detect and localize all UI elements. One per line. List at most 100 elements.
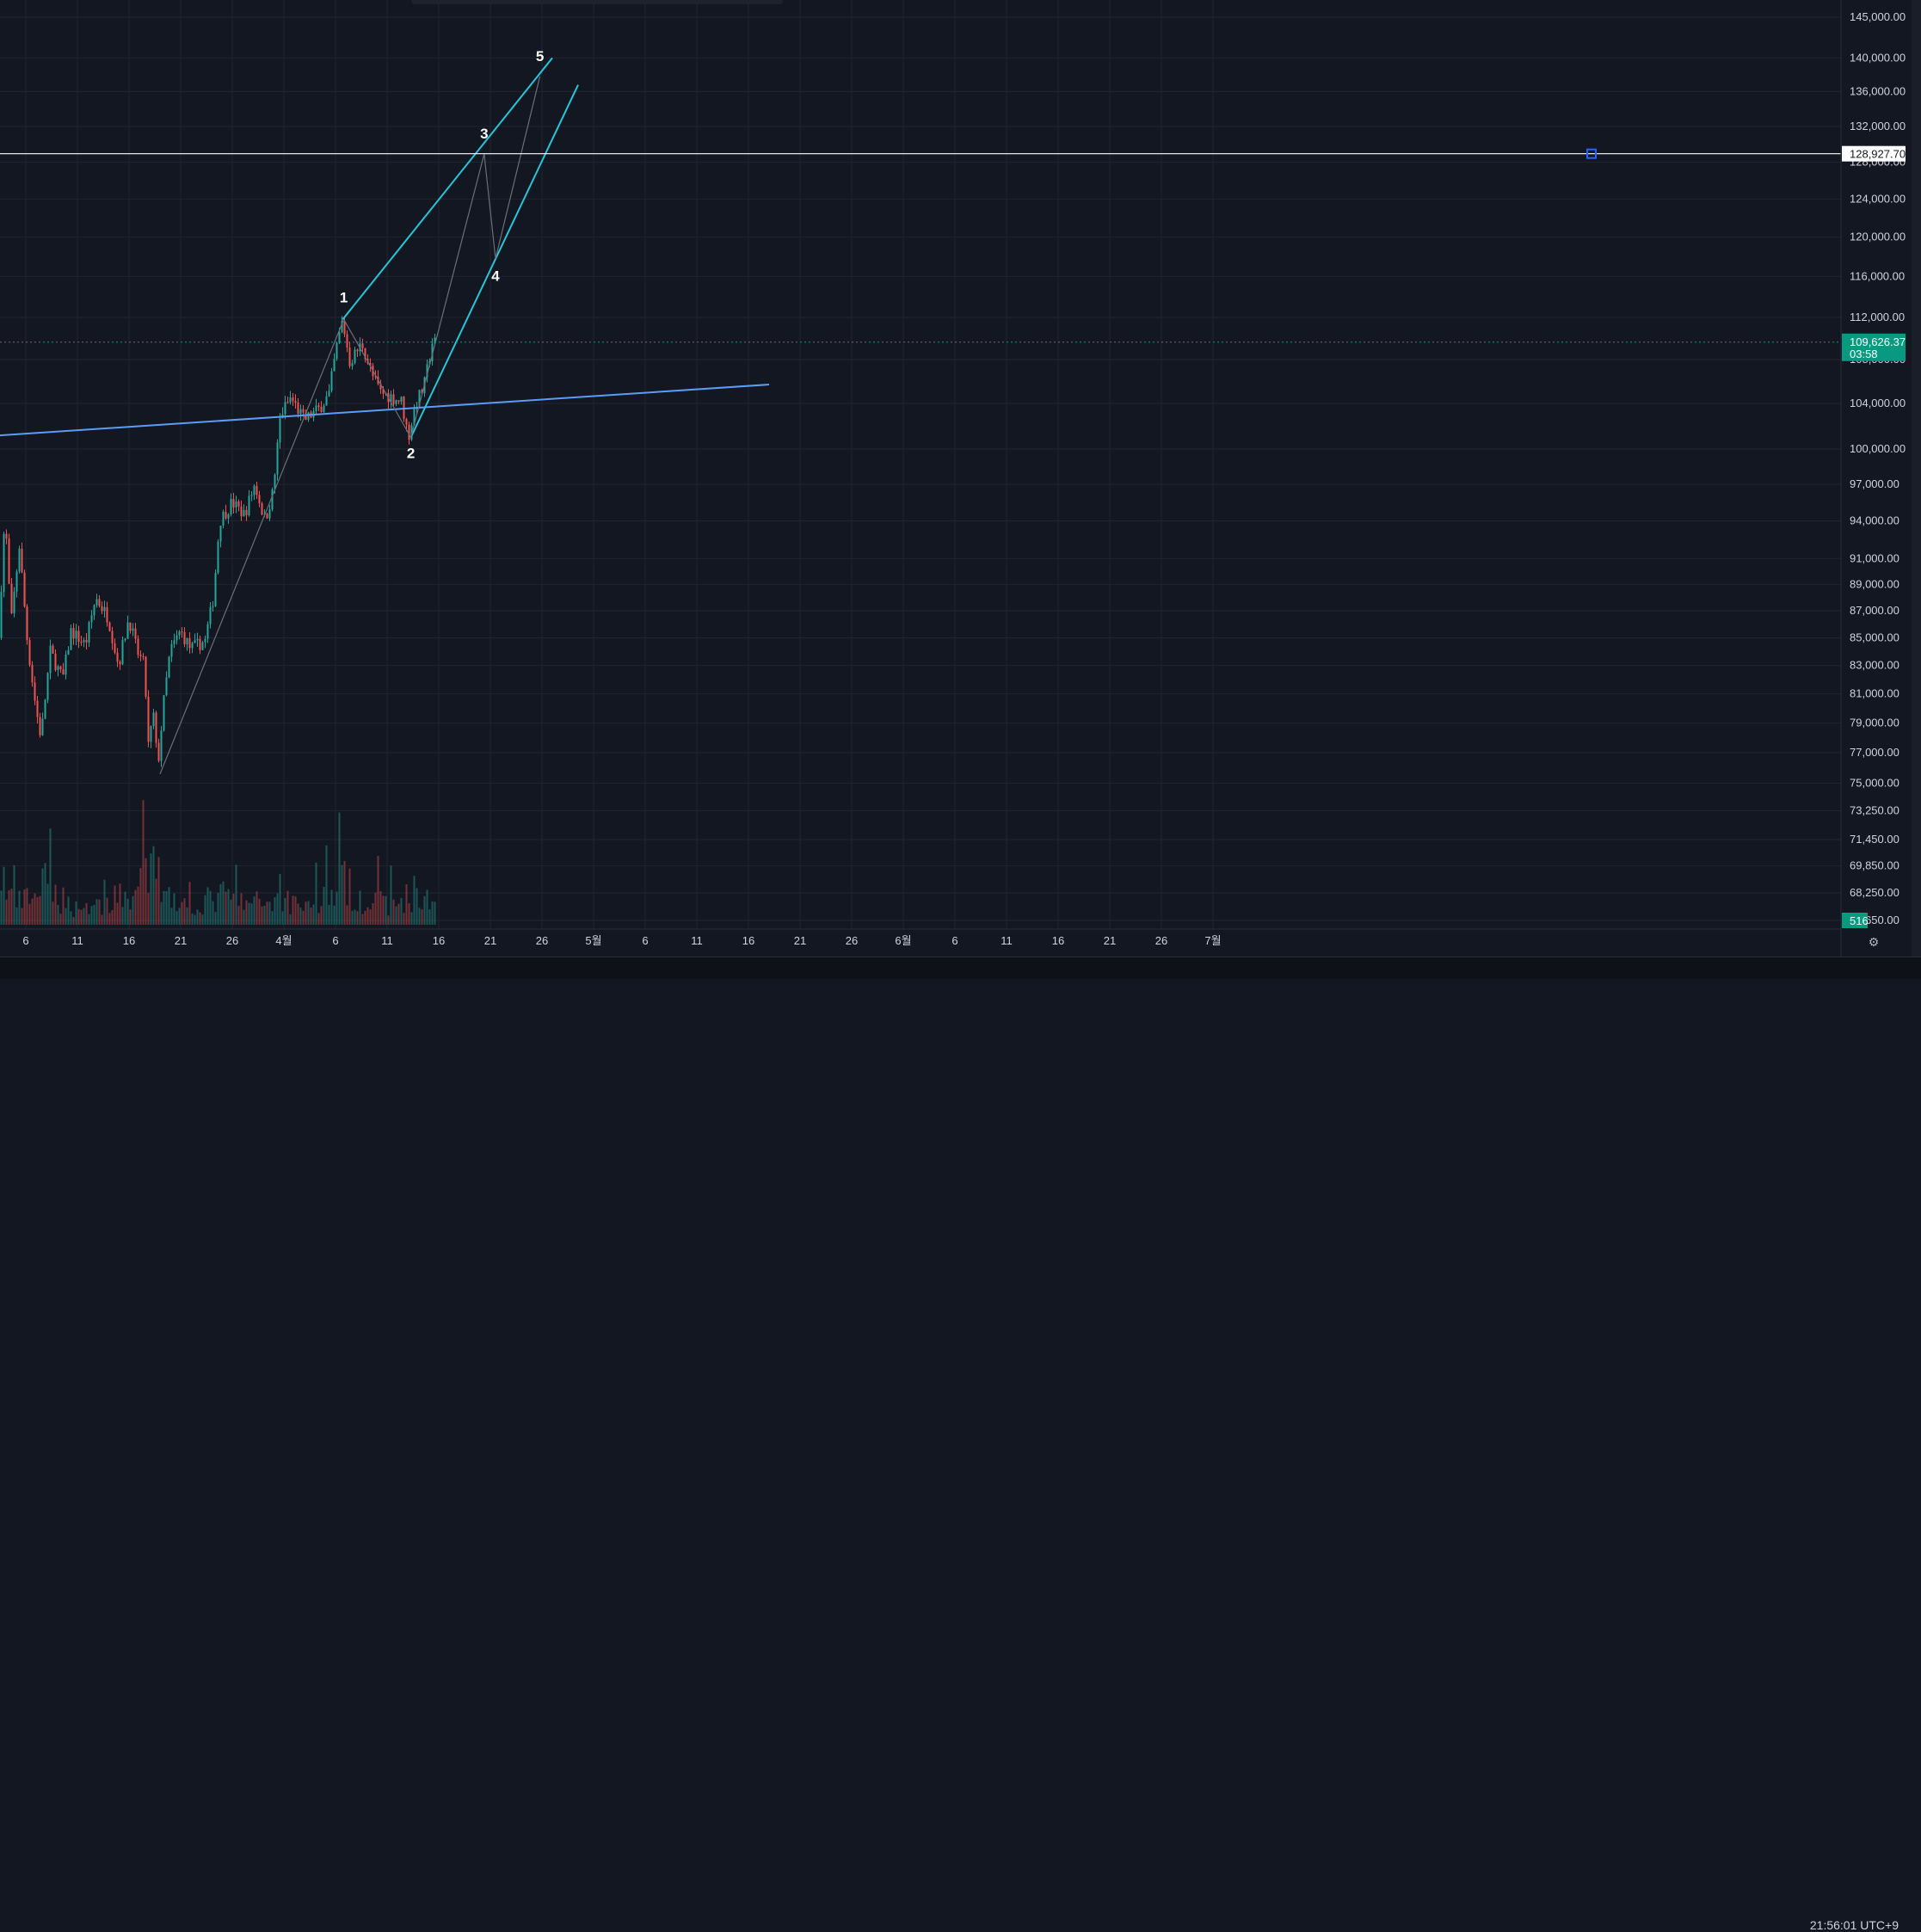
candle-body [243, 509, 245, 517]
candle-body [18, 548, 21, 572]
volume-bar [206, 887, 209, 925]
volume-bar [39, 895, 41, 925]
candle-body [106, 606, 108, 623]
candle-body [413, 409, 416, 426]
volume-bar [297, 903, 299, 925]
volume-bar [390, 865, 392, 925]
price-tick-label: 100,000.00 [1850, 442, 1906, 455]
candle-body [338, 332, 341, 343]
time-tick-label: 21 [175, 934, 187, 947]
volume-bar [137, 886, 139, 925]
time-axis[interactable]: 6 11 16 21 26 4월 6 11 16 21 26 5월 6 11 16 21 26 6월 6 11 16 21… [0, 928, 1841, 947]
volume-bar [59, 914, 62, 925]
wave-segment[interactable] [159, 319, 345, 775]
candle-body [72, 628, 75, 639]
candle-body [26, 606, 28, 641]
volume-bar [75, 901, 77, 925]
volume-bar [379, 891, 382, 925]
candle-body [379, 384, 382, 390]
volume-tag [1842, 913, 1868, 928]
volume-bar [222, 881, 225, 925]
candle-body [77, 631, 80, 643]
wave-segment[interactable] [410, 153, 485, 438]
candle-body [292, 397, 294, 402]
candle-body [134, 628, 137, 639]
volume-bar [426, 889, 428, 925]
horizontal-line-handle[interactable] [1586, 148, 1597, 159]
price-scale-handle[interactable] [1912, 0, 1921, 957]
candle-body [294, 401, 297, 403]
volume-bar [330, 889, 333, 925]
price-axis[interactable]: 145,000.00 140,000.00 136,000.00 132,000.00… [1840, 0, 1921, 957]
trendline-channel-upper[interactable] [342, 57, 553, 320]
price-tick-label: 136,000.00 [1850, 85, 1906, 98]
candlestick-series [0, 316, 436, 767]
candle-body [95, 599, 98, 606]
volume-bar [307, 901, 310, 925]
trendline-channel-lower[interactable] [409, 84, 579, 438]
candle-body [183, 631, 186, 645]
volume-bar [351, 910, 354, 925]
volume-bar [186, 907, 188, 925]
candle-body [175, 635, 178, 641]
candle-body [217, 541, 219, 574]
wave-segment[interactable] [483, 153, 496, 259]
volume-bar [423, 895, 426, 925]
horizontal-line-price-label: 128,927.70 [1850, 148, 1906, 161]
price-tick-label: 85,000.00 [1850, 631, 1899, 643]
price-tick-label: 73,250.00 [1850, 803, 1899, 816]
volume-bar [183, 898, 186, 925]
volume-bar [258, 898, 261, 925]
candle-body [364, 348, 366, 360]
candle-body [101, 606, 103, 612]
volume-bar [142, 800, 145, 925]
candle-body [418, 390, 421, 407]
candle-body [23, 572, 26, 607]
candle-body [284, 402, 286, 415]
volume-bar [413, 876, 416, 925]
volume-label: 516 [1850, 914, 1869, 927]
volume-bar [5, 899, 8, 925]
volume-bar [323, 887, 325, 925]
candle-body [147, 696, 150, 742]
volume-bar [385, 895, 387, 925]
time-tick-label: 21 [1104, 934, 1116, 947]
volume-bar [219, 883, 222, 925]
chart-drawings[interactable]: 1 2 3 4 5 [0, 48, 1841, 775]
price-tick-label: 91,000.00 [1850, 551, 1899, 564]
candle-body [209, 606, 212, 625]
price-chart[interactable]: 1 2 3 4 5 145,000.00 140,000.00 136,000.00 132,… [0, 0, 1921, 957]
candle-body [152, 712, 155, 727]
candle-body [5, 533, 8, 539]
candle-body [346, 334, 348, 348]
volume-bar [173, 893, 175, 925]
volume-bar [243, 909, 245, 925]
time-tick-label: 16 [123, 934, 135, 947]
candle-body [235, 501, 237, 508]
candle-body [157, 742, 160, 761]
candle-body [361, 343, 364, 348]
wave-segment[interactable] [343, 318, 412, 438]
volume-bar [271, 911, 274, 925]
wave-label-3: 3 [480, 126, 488, 142]
candle-body [57, 666, 59, 671]
candle-body [212, 606, 214, 607]
volume-bar [26, 888, 28, 925]
trendline-support[interactable] [0, 384, 770, 449]
volume-bar [374, 892, 377, 925]
volume-bar [261, 906, 263, 925]
price-tick-label: 145,000.00 [1850, 10, 1906, 23]
candle-body [302, 409, 305, 413]
volume-bar [28, 903, 31, 925]
gear-icon[interactable]: ⚙ [1868, 935, 1880, 949]
volume-bar [235, 864, 237, 925]
wave-segment[interactable] [495, 76, 541, 259]
candle-body [116, 652, 119, 662]
volume-bar [88, 914, 90, 925]
volume-bar [392, 899, 395, 925]
candle-body [214, 573, 217, 606]
volume-bar [294, 896, 297, 925]
volume-bar [410, 912, 413, 925]
volume-bar [377, 856, 379, 925]
